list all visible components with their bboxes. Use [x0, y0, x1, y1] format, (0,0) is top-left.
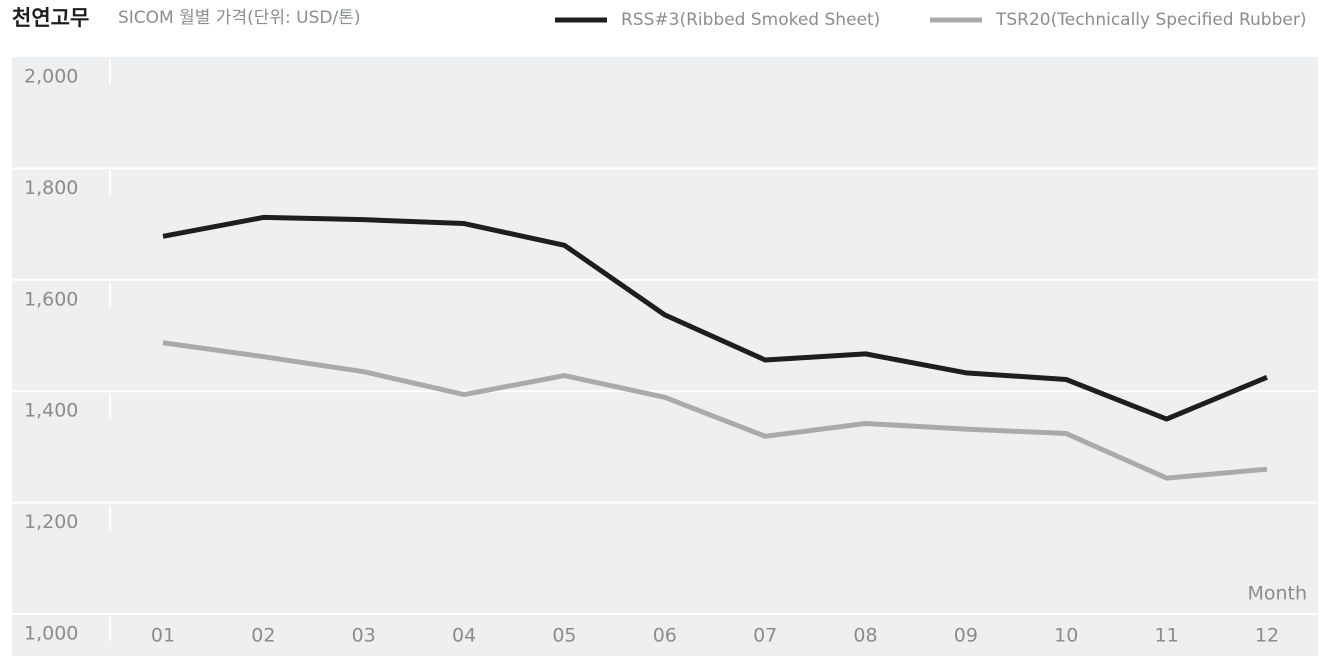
- chart-title: 천연고무: [12, 6, 89, 30]
- x-tick-label: 12: [1255, 625, 1279, 647]
- y-tick-label: 1,800: [24, 177, 78, 199]
- x-tick-label: 07: [753, 625, 777, 647]
- x-tick-label: 06: [653, 625, 677, 647]
- x-tick-label: 05: [552, 625, 576, 647]
- series-line: [162, 340, 1268, 481]
- y-tick-label: 1,200: [24, 511, 78, 533]
- legend-label: TSR20(Technically Specified Rubber): [995, 10, 1306, 30]
- x-tick-label: 01: [151, 625, 175, 647]
- x-tick-label: 11: [1155, 625, 1179, 647]
- x-tick-label: 02: [251, 625, 275, 647]
- y-tick-label: 2,000: [24, 66, 78, 88]
- legend-label: RSS#3(Ribbed Smoked Sheet): [621, 10, 880, 30]
- x-tick-label: 08: [853, 625, 877, 647]
- chart-subtitle: SICOM 월별 가격(단위: USD/톤): [118, 8, 360, 28]
- x-axis-label: Month: [1247, 583, 1307, 605]
- y-tick-label: 1,400: [24, 400, 78, 422]
- y-tick-label: 1,600: [24, 288, 78, 310]
- plot-background: [12, 57, 1318, 656]
- x-tick-label: 09: [954, 625, 978, 647]
- x-tick-label: 04: [452, 625, 476, 647]
- y-tick-label: 1,000: [24, 623, 78, 645]
- x-tick-label: 03: [352, 625, 376, 647]
- x-tick-label: 10: [1054, 625, 1078, 647]
- series-line: [162, 214, 1268, 422]
